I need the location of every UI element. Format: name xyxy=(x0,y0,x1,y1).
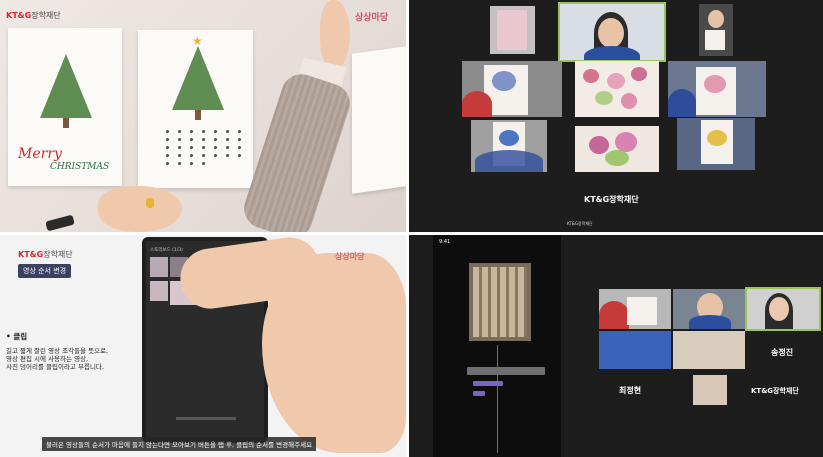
tree-illustration xyxy=(172,46,224,110)
bullet-line-1: 길고 짧게 잘린 영상 조각들을 뜻으로, xyxy=(6,347,109,355)
participant-tile xyxy=(668,61,766,117)
ktg-logo: KT&G장학재단 xyxy=(6,10,61,21)
calendar-page-edge xyxy=(352,46,406,194)
participant-tile xyxy=(599,289,671,329)
editing-app-screen: 9:41 xyxy=(433,235,561,457)
knit-sleeve xyxy=(238,69,356,232)
participant-tile xyxy=(575,126,659,172)
tile-foundation-label: KT&G장학재단 xyxy=(567,221,593,226)
video-frame-calendar: KT&G장학재단 상상마당 Merry CHRISTMAS ★ xyxy=(0,0,406,232)
video-call-grid-1: KT&G장학재단 KT&G장학재단 xyxy=(409,0,823,232)
raised-hand xyxy=(320,0,350,70)
video-call-grid-2: 9:41 송정진 최정현 KT&G장학재단 xyxy=(409,235,823,457)
logo-foundation: 장학재단 xyxy=(31,11,61,20)
phone-header: 스토리보드 (1/3) xyxy=(150,248,183,253)
foundation-label: KT&G장학재단 xyxy=(751,387,799,395)
bullet-title: • 클립 xyxy=(6,332,28,341)
section-badge: 영상 순서 변경 xyxy=(18,264,72,278)
pencil-tip xyxy=(146,198,154,208)
participant-tile xyxy=(490,6,535,54)
program-logo: 상상마당 xyxy=(335,252,365,261)
greeting-christmas: CHRISTMAS xyxy=(50,162,110,172)
participant-name-2: 최정현 xyxy=(619,386,642,395)
tree-illustration xyxy=(40,54,92,118)
clip-thumb[interactable] xyxy=(150,257,168,277)
participant-tile xyxy=(673,331,745,369)
logo-text: KT&G xyxy=(6,11,32,20)
participant-tile xyxy=(599,331,671,369)
audio-track[interactable] xyxy=(473,381,503,386)
tree-trunk xyxy=(63,118,69,128)
participant-tile xyxy=(462,61,562,117)
calendar-grid xyxy=(166,130,246,165)
playhead[interactable] xyxy=(497,345,498,453)
greeting-merry: Merry xyxy=(18,146,62,162)
video-preview xyxy=(469,263,531,341)
clip-thumb[interactable] xyxy=(150,281,168,301)
subtitle-caption: 불러온 영상들의 순서가 마음에 들지 않는다면 모아보기 버튼을 탭 후, 클… xyxy=(42,437,317,451)
watch xyxy=(45,214,75,232)
participant-tile xyxy=(673,289,745,329)
participant-tile xyxy=(575,61,659,117)
participant-tile xyxy=(471,120,547,172)
logo-text: KT&G xyxy=(18,250,44,259)
phone-time: 9:41 xyxy=(439,239,451,245)
bullet-line-2: 영상 편집 시에 사용하는 영상, xyxy=(6,355,89,363)
video-track[interactable] xyxy=(467,367,545,375)
phone-toolbar xyxy=(176,417,236,420)
center-foundation-label: KT&G장학재단 xyxy=(584,195,639,204)
ktg-logo: KT&G장학재단 xyxy=(18,249,73,260)
active-speaker-tile xyxy=(558,2,666,62)
logo-foundation: 장학재단 xyxy=(43,250,73,259)
participant-tile xyxy=(699,4,733,56)
text-track[interactable] xyxy=(473,391,485,396)
calendar-page-left: Merry CHRISTMAS xyxy=(8,28,122,186)
tree-trunk xyxy=(195,110,201,120)
participant-tile xyxy=(677,118,755,170)
program-logo: 상상마당 xyxy=(355,13,389,23)
calendar-page-right: ★ xyxy=(138,30,253,188)
participant-name-1: 송정진 xyxy=(771,348,794,357)
active-speaker-tile xyxy=(745,287,821,331)
hand xyxy=(262,253,406,453)
participant-tile xyxy=(693,375,727,405)
tutorial-frame: KT&G장학재단 영상 순서 변경 • 클립 길고 짧게 잘린 영상 조각들을 … xyxy=(0,235,406,457)
star-icon: ★ xyxy=(192,34,203,48)
bullet-line-3: 사진 덩어리를 클립이라고 부릅니다. xyxy=(6,363,104,371)
lower-hand xyxy=(98,186,182,232)
